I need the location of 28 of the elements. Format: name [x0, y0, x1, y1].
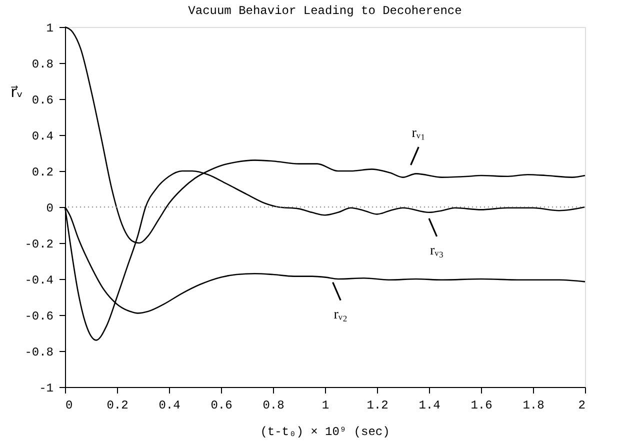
chart-title: Vacuum Behavior Leading to Decoherence [188, 4, 462, 18]
y-tick-label: 0.4 [32, 130, 54, 144]
x-axis-title: (t-t₀) × 10⁹ (sec) [260, 425, 390, 439]
annotation: rᵥ₃ [430, 243, 444, 258]
y-tick-label: 0.6 [32, 94, 54, 108]
x-tick-label: 0 [66, 398, 73, 412]
x-tick-label: 0.6 [210, 398, 232, 412]
y-tick-label: -1 [39, 382, 54, 396]
annotation: rᵥ₁ [412, 126, 426, 141]
y-tick-label: 1 [46, 22, 54, 36]
y-tick-label: -0.2 [24, 238, 54, 252]
x-tick-label: 1.8 [522, 398, 544, 412]
x-tick-label: 1 [322, 398, 330, 412]
annotation: rᵥ₂ [334, 307, 348, 322]
x-tick-label: 0.8 [262, 398, 284, 412]
y-tick-label: -0.6 [24, 310, 54, 324]
y-tick-label: -0.4 [24, 274, 54, 288]
x-tick-label: 2 [578, 398, 586, 412]
y-tick-label: 0 [46, 202, 54, 216]
y-tick-label: -0.8 [24, 346, 54, 360]
x-tick-label: 1.4 [418, 398, 440, 412]
x-tick-label: 1.6 [470, 398, 492, 412]
y-tick-label: 0.8 [32, 58, 54, 72]
x-tick-label: 1.2 [366, 398, 388, 412]
x-tick-label: 0.2 [106, 398, 128, 412]
x-tick-label: 0.4 [158, 398, 180, 412]
y-axis-title: r⃗ᵥ [10, 82, 23, 101]
y-tick-label: 0.2 [32, 166, 54, 180]
